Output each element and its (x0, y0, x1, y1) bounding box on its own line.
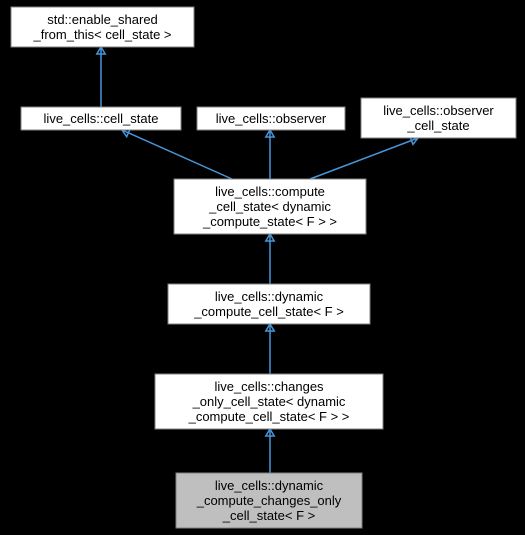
class-node-label: live_cells::observer (216, 111, 327, 126)
class-node-label: live_cells::cell_state (44, 111, 159, 126)
class-node-label: live_cells::changes (214, 379, 324, 394)
class-node-compute_cell_state: live_cells::compute_cell_state< dynamic_… (174, 179, 366, 234)
class-node-label: _from_this< cell_state > (32, 27, 171, 42)
class-node-dynamic_compute_changes_only: live_cells::dynamic_compute_changes_only… (176, 473, 362, 528)
inheritance-edge (122, 130, 232, 179)
class-node-label: _only_cell_state< dynamic (192, 394, 346, 409)
class-node-observer_cell_state: live_cells::observer_cell_state (361, 98, 516, 138)
class-node-label: live_cells::observer (383, 103, 494, 118)
class-node-label: live_cells::dynamic (215, 478, 324, 493)
class-node-label: _compute_changes_only (196, 493, 342, 508)
class-node-label: _cell_state (406, 118, 469, 133)
class-node-cell_state: live_cells::cell_state (21, 107, 181, 130)
class-hierarchy-diagram: std::enable_shared_from_this< cell_state… (0, 0, 525, 535)
class-node-label: live_cells::dynamic (215, 289, 324, 304)
class-node-label: std::enable_shared (47, 12, 158, 27)
class-node-label: _cell_state< dynamic (208, 199, 331, 214)
class-node-label: _compute_state< F > > (202, 214, 337, 229)
class-node-label: _cell_state< F > (222, 508, 316, 523)
class-node-observer: live_cells::observer (197, 107, 345, 130)
class-node-dynamic_compute_cell_state: live_cells::dynamic_compute_cell_state< … (168, 284, 370, 324)
class-node-enable_shared: std::enable_shared_from_this< cell_state… (11, 7, 194, 47)
class-node-label: _compute_cell_state< F > (193, 304, 344, 319)
class-node-label: _compute_cell_state< F > > (188, 409, 350, 424)
inheritance-edge (310, 138, 418, 179)
class-node-label: live_cells::compute (215, 184, 325, 199)
class-node-changes_only_cell_state: live_cells::changes_only_cell_state< dyn… (155, 374, 383, 429)
